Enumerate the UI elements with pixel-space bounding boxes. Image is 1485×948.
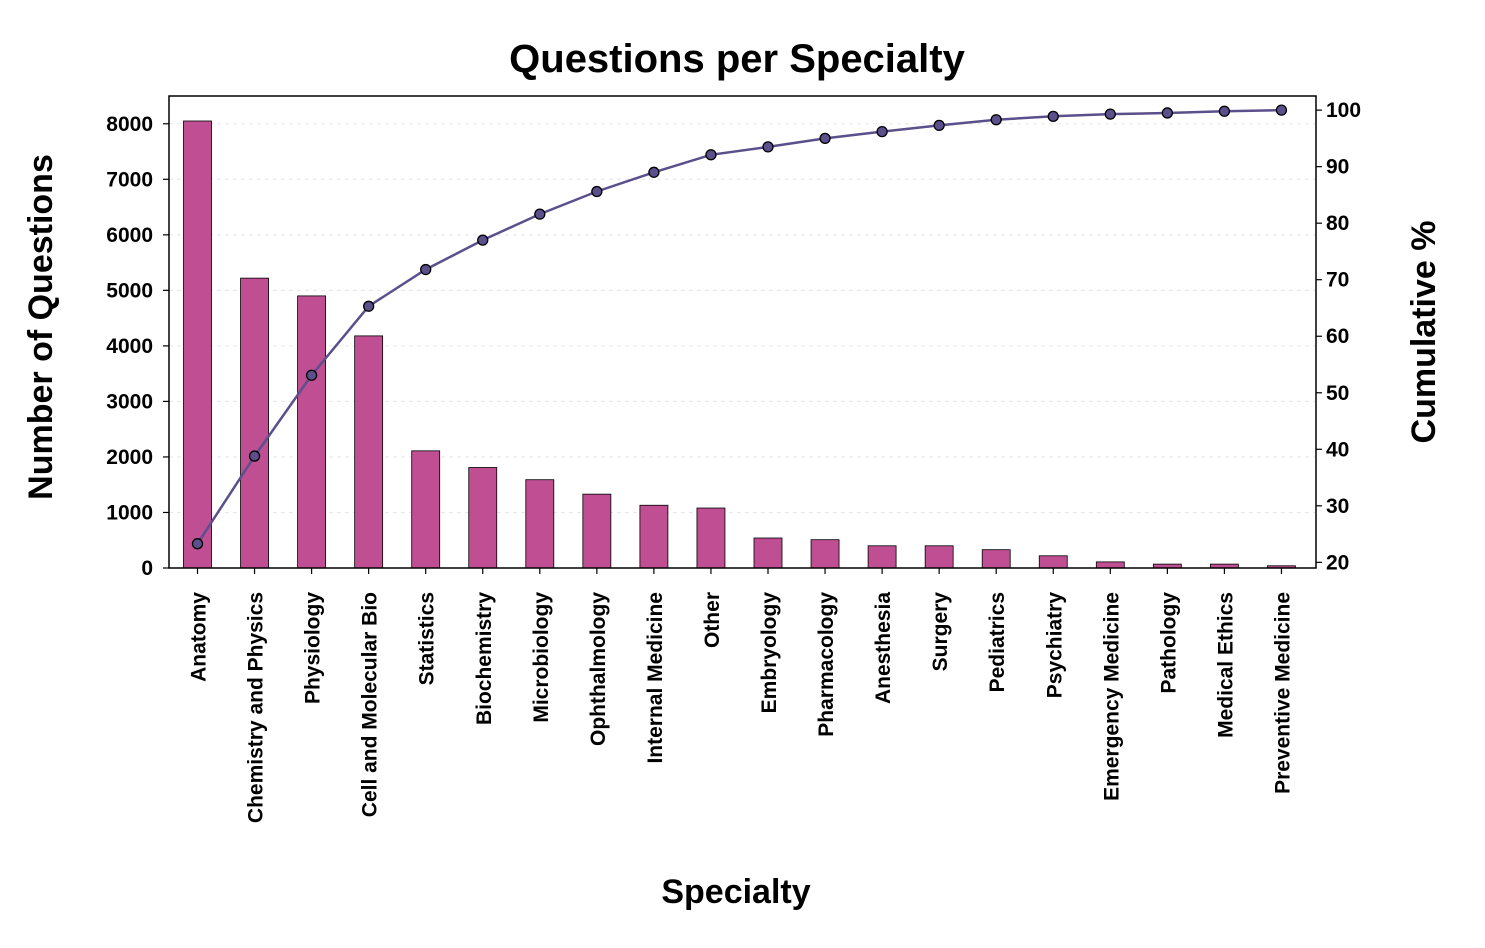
category-label: Cell and Molecular Bio — [359, 592, 382, 817]
y2-tick-label: 100 — [1326, 99, 1361, 122]
cumulative-point — [420, 263, 432, 276]
category-label: Emergency Medicine — [1100, 592, 1123, 801]
cumulative-point — [591, 185, 603, 198]
y-axis-label: Number of Questions — [22, 154, 60, 500]
y2-tick-label: 90 — [1326, 156, 1349, 179]
category-label: Statistics — [416, 592, 439, 685]
bars — [183, 120, 1296, 569]
bar — [525, 479, 555, 569]
bar — [411, 450, 441, 569]
bar — [924, 545, 954, 569]
cumulative-point — [990, 114, 1002, 126]
y2-tick-label: 80 — [1326, 212, 1349, 235]
bar — [753, 537, 783, 569]
bar — [639, 504, 669, 569]
bar — [582, 493, 612, 569]
y2-tick-label: 40 — [1326, 438, 1349, 461]
cumulative-point — [1218, 105, 1231, 117]
bar — [183, 120, 212, 569]
category-label: Pathology — [1157, 592, 1180, 694]
y2-tick-label: 70 — [1326, 269, 1349, 292]
category-label: Anatomy — [188, 592, 211, 682]
bar — [1095, 561, 1125, 569]
category-label: Pediatrics — [986, 592, 1009, 692]
cumulative-line-path — [196, 108, 1282, 545]
cumulative-point — [191, 538, 204, 550]
category-label: Psychiatry — [1043, 592, 1066, 699]
y2-tick-label: 60 — [1326, 325, 1349, 348]
cumulative-point — [762, 141, 774, 153]
cumulative-point — [1047, 110, 1059, 122]
cumulative-point — [305, 369, 318, 381]
category-label: Embryology — [758, 592, 781, 714]
cumulative-point — [933, 119, 945, 132]
cumulative-point — [876, 125, 888, 138]
category-label: Pharmacology — [815, 592, 838, 737]
y-tick-label: 0 — [141, 557, 153, 580]
category-label: Biochemistry — [473, 592, 496, 725]
category-label: Internal Medicine — [644, 592, 667, 764]
y2-tick-label: 30 — [1326, 495, 1349, 518]
category-label: Microbiology — [530, 592, 553, 723]
y-tick-label: 4000 — [106, 335, 153, 358]
cumulative-point — [477, 234, 489, 246]
cumulative-point — [1161, 107, 1173, 119]
category-axis-ticks: Anatomy Chemistry and Physics Physiology Ce… — [188, 568, 1294, 823]
cumulative-point — [362, 300, 375, 312]
category-label: Preventive Medicine — [1271, 592, 1294, 794]
x-axis-label: Specialty — [661, 873, 810, 911]
y-tick-label: 5000 — [106, 279, 153, 302]
y2-axis-label: Cumulative % — [1405, 221, 1443, 444]
cumulative-line — [191, 104, 1288, 550]
y-tick-label: 1000 — [106, 501, 153, 524]
bar — [354, 335, 384, 569]
chart-title: Questions per Specialty — [509, 37, 965, 81]
category-label: Anesthesia — [872, 592, 895, 704]
category-label: Medical Ethics — [1214, 592, 1237, 738]
cumulative-point — [705, 149, 717, 161]
cumulative-point — [648, 166, 660, 178]
cumulative-point — [534, 208, 546, 220]
bar — [1038, 555, 1068, 569]
category-label: Ophthalmology — [587, 592, 610, 746]
bar — [867, 545, 897, 569]
category-label: Chemistry and Physics — [245, 592, 268, 823]
y-tick-label: 2000 — [106, 446, 153, 469]
plot-frame — [168, 95, 1317, 569]
category-label: Physiology — [302, 592, 325, 704]
bar — [240, 277, 269, 569]
y2-tick-label: 50 — [1326, 382, 1349, 405]
category-label: Surgery — [929, 592, 952, 672]
y-tick-label: 7000 — [106, 168, 153, 191]
left-axis-ticks: 0 1000 2000 3000 4000 5000 6000 7000 8000 — [106, 113, 169, 580]
y-tick-label: 3000 — [106, 390, 153, 413]
bar — [981, 549, 1011, 569]
bar — [297, 295, 327, 569]
y-tick-label: 6000 — [106, 224, 153, 247]
category-label: Other — [701, 592, 724, 648]
bar — [696, 507, 726, 569]
y-tick-label: 8000 — [106, 113, 153, 136]
bar — [810, 539, 840, 569]
cumulative-point — [1104, 108, 1116, 120]
right-axis-ticks: 20 30 40 50 60 70 80 90 100 — [1316, 99, 1361, 574]
y2-tick-label: 20 — [1326, 551, 1349, 574]
grid-lines — [169, 123, 1316, 513]
cumulative-point — [1275, 104, 1288, 116]
bar — [468, 467, 498, 569]
cumulative-point — [248, 450, 261, 462]
cumulative-point — [819, 132, 831, 145]
